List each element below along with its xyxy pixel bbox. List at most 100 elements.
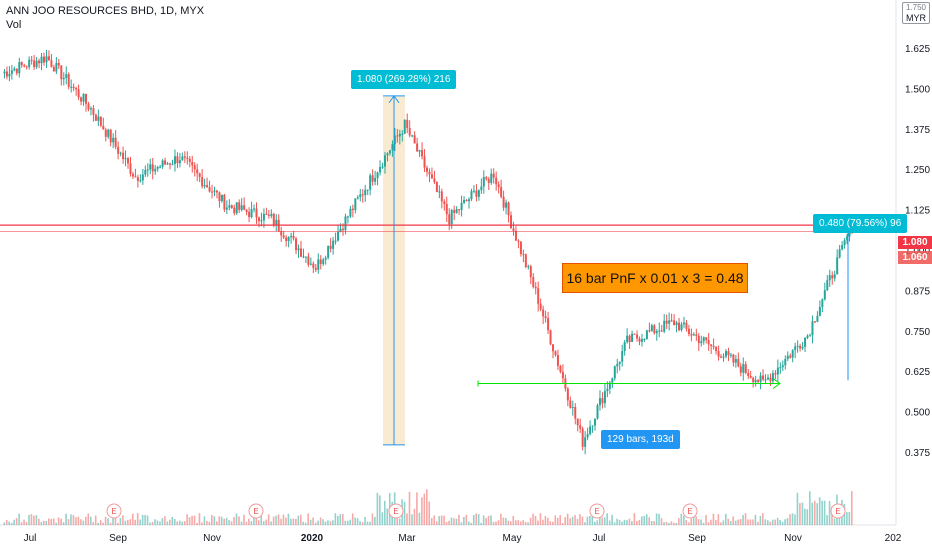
candle-body[interactable] (717, 351, 720, 357)
candle-body[interactable] (418, 150, 421, 152)
candle-body[interactable] (62, 77, 65, 80)
candle-body[interactable] (164, 160, 167, 165)
candle-body[interactable] (440, 191, 443, 202)
candle-body[interactable] (45, 56, 48, 63)
candle-body[interactable] (272, 213, 275, 225)
candle-body[interactable] (193, 165, 196, 170)
candle-body[interactable] (426, 167, 428, 172)
candle-body[interactable] (663, 320, 666, 332)
candle-body[interactable] (485, 177, 488, 179)
candle-body[interactable] (818, 307, 821, 316)
candle-body[interactable] (13, 68, 16, 71)
candle-body[interactable] (3, 71, 6, 74)
candle-body[interactable] (359, 194, 362, 198)
candle-body[interactable] (552, 344, 555, 352)
candle-body[interactable] (92, 108, 95, 115)
candle-body[interactable] (346, 216, 349, 218)
candle-body[interactable] (445, 204, 448, 215)
candle-body[interactable] (8, 73, 11, 77)
candle-body[interactable] (806, 335, 809, 338)
candle-body[interactable] (702, 337, 705, 342)
candle-body[interactable] (458, 209, 461, 211)
candle-body[interactable] (631, 333, 634, 342)
candle-body[interactable] (381, 166, 384, 168)
candle-body[interactable] (759, 375, 762, 382)
candle-body[interactable] (10, 70, 13, 74)
candle-body[interactable] (117, 146, 120, 154)
candle-body[interactable] (295, 238, 298, 251)
candle-body[interactable] (781, 365, 784, 368)
candle-body[interactable] (764, 379, 767, 381)
candle-body[interactable] (475, 190, 478, 197)
candle-body[interactable] (82, 93, 85, 102)
candle-body[interactable] (430, 174, 433, 179)
candle-body[interactable] (151, 164, 154, 172)
candle-body[interactable] (833, 274, 836, 279)
candle-body[interactable] (18, 62, 21, 74)
candle-body[interactable] (732, 354, 735, 363)
candle-body[interactable] (319, 259, 322, 264)
candle-body[interactable] (393, 135, 396, 145)
candle-body[interactable] (742, 364, 745, 373)
candle-body[interactable] (361, 194, 364, 196)
candle-body[interactable] (374, 177, 377, 182)
candle-body[interactable] (571, 406, 574, 408)
candle-body[interactable] (198, 173, 201, 177)
candle-body[interactable] (391, 144, 394, 151)
candle-body[interactable] (576, 418, 579, 426)
candle-body[interactable] (784, 358, 787, 366)
candle-body[interactable] (428, 171, 431, 175)
candle-body[interactable] (33, 60, 36, 68)
candle-body[interactable] (122, 152, 125, 160)
candle-body[interactable] (801, 346, 804, 349)
candle-body[interactable] (618, 361, 621, 364)
candle-body[interactable] (302, 256, 305, 258)
candle-body[interactable] (379, 166, 382, 173)
candle-body[interactable] (727, 351, 730, 356)
candle-body[interactable] (791, 350, 794, 358)
candle-body[interactable] (500, 187, 503, 197)
candle-body[interactable] (752, 377, 755, 383)
candle-body[interactable] (505, 202, 508, 208)
candle-body[interactable] (574, 406, 577, 419)
candle-body[interactable] (354, 198, 357, 211)
candle-body[interactable] (453, 210, 456, 213)
candle-body[interactable] (675, 322, 678, 325)
candle-body[interactable] (107, 129, 110, 137)
candle-body[interactable] (514, 230, 517, 241)
candle-body[interactable] (843, 240, 846, 246)
candle-body[interactable] (403, 119, 406, 134)
candle-body[interactable] (497, 184, 500, 188)
candle-body[interactable] (670, 320, 673, 322)
candle-body[interactable] (685, 322, 688, 329)
candle-body[interactable] (603, 391, 606, 404)
candle-body[interactable] (243, 205, 246, 210)
candle-body[interactable] (450, 210, 453, 225)
candle-body[interactable] (60, 65, 63, 80)
candle-body[interactable] (715, 346, 718, 352)
candle-body[interactable] (836, 257, 839, 275)
candle-body[interactable] (327, 245, 330, 258)
candle-body[interactable] (502, 196, 505, 208)
candle-body[interactable] (65, 74, 68, 78)
candle-body[interactable] (638, 338, 641, 342)
candle-body[interactable] (542, 309, 545, 317)
candle-body[interactable] (734, 359, 737, 363)
candle-body[interactable] (240, 205, 243, 210)
candle-body[interactable] (203, 185, 206, 187)
candle-body[interactable] (846, 236, 849, 241)
candle-body[interactable] (94, 114, 97, 121)
candle-body[interactable] (673, 320, 676, 325)
candle-body[interactable] (757, 380, 760, 382)
candle-body[interactable] (366, 189, 369, 191)
candle-body[interactable] (626, 335, 629, 343)
candle-body[interactable] (561, 371, 564, 379)
candle-body[interactable] (191, 161, 194, 166)
candle-body[interactable] (267, 214, 270, 216)
candle-body[interactable] (655, 331, 658, 334)
candle-body[interactable] (621, 350, 624, 362)
candle-body[interactable] (322, 259, 325, 264)
candle-body[interactable] (532, 277, 535, 287)
candle-body[interactable] (376, 172, 379, 178)
